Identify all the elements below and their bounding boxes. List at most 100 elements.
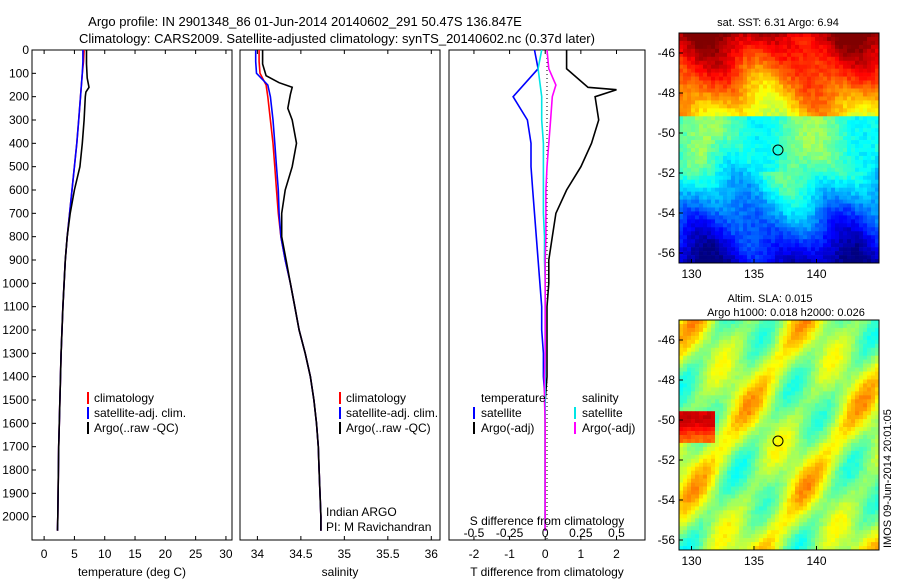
map-cell [843,411,848,416]
map-cell [787,227,792,232]
map-cell [847,395,852,400]
map-cell [687,60,692,66]
map-cell [783,359,788,364]
map-cell [787,223,792,228]
map-cell [679,64,684,69]
map-cell [823,442,828,448]
map-cell [783,132,788,137]
map-cell [727,116,732,121]
map-cell [819,44,824,50]
map-cell [679,44,684,50]
map-cell [867,375,872,380]
map-cell [803,355,808,360]
map-cell [863,423,868,428]
map-cell [731,351,736,356]
map-cell [839,108,844,113]
map-cell [695,367,700,372]
map-cell [839,251,844,256]
map-cell [875,68,880,73]
map-cell [831,399,836,404]
map-cell [707,431,712,436]
map-cell [831,52,836,58]
map-cell [727,403,732,408]
map-cell [835,52,840,58]
map-cell [679,327,684,333]
map-cell [811,462,816,468]
map-cell [679,191,684,196]
map-cell [763,331,768,337]
map-cell [811,446,816,452]
map-cell [807,136,812,141]
map-cell [783,96,788,101]
map-cell [823,33,828,38]
map-cell [723,100,728,105]
map-cell [699,159,704,165]
map-cell [783,76,788,81]
map-cell [711,407,716,412]
map-cell [827,199,832,204]
map-cell [755,355,760,360]
map-cell [795,343,800,349]
map-cell [719,104,724,109]
map-cell [731,116,736,121]
map-cell [715,179,720,184]
map-cell [683,144,688,149]
map-cell [783,219,788,224]
map-cell [691,84,696,89]
map-cell [875,351,880,356]
map-cell [851,387,856,392]
map-cell [811,243,816,248]
map-cell [843,351,848,356]
map-cell [775,64,780,69]
map-cell [759,383,764,388]
map-cell [723,255,728,260]
map-cell [871,92,876,97]
map-cell [875,155,880,161]
map-cell [843,44,848,50]
map-cell [711,423,716,428]
map-cell [811,120,816,125]
map-cell [699,450,704,456]
sla-map-title-line1: Altim. SLA: 0.015 [728,293,813,305]
map-cell [699,33,704,38]
map-cell [695,187,700,192]
map-cell [711,159,716,165]
map-cell [787,80,792,85]
map-cell [727,335,732,341]
map-cell [847,323,852,329]
map-cell [703,450,708,456]
map-cell [787,327,792,333]
map-cell [723,423,728,428]
map-cell [723,60,728,66]
map-cell [687,68,692,73]
map-cell [827,327,832,333]
map-cell [759,379,764,384]
lat-tick-label: -52 [658,166,676,180]
map-cell [783,144,788,149]
map-cell [807,395,812,400]
map-cell [835,48,840,54]
map-cell [819,259,824,264]
map-cell [735,140,740,145]
map-cell [763,48,768,54]
map-cell [803,148,808,153]
map-cell [687,108,692,113]
map-cell [815,148,820,153]
map-cell [823,40,828,46]
map-cell [755,175,760,181]
map-cell [735,112,740,117]
map-cell [867,100,872,105]
map-cell [875,343,880,349]
map-cell [831,327,836,333]
map-cell [803,379,808,384]
map-cell [727,458,732,464]
map-cell [799,454,804,460]
map-cell [711,235,716,240]
map-cell [799,411,804,416]
map-cell [807,151,812,157]
map-cell [727,136,732,141]
map-cell [803,219,808,224]
map-cell [711,427,716,432]
map-cell [743,84,748,89]
map-cell [775,375,780,380]
